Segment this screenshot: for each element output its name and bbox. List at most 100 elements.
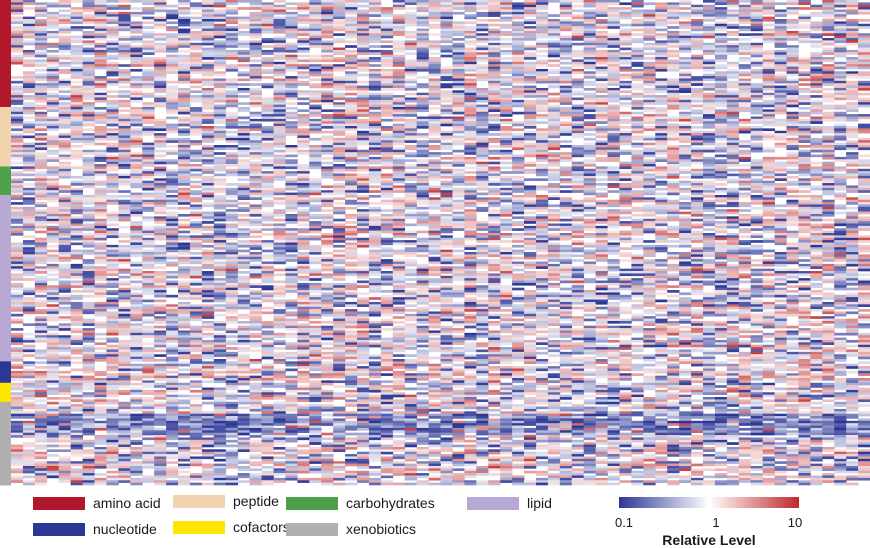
heatmap-cell	[440, 54, 453, 58]
heatmap-cell	[810, 187, 823, 191]
heatmap-cell	[11, 109, 24, 113]
heatmap-cell	[559, 11, 573, 15]
heatmap-cell	[488, 102, 501, 105]
heatmap-cell	[440, 175, 453, 179]
heatmap-cell	[106, 156, 119, 160]
heatmap-cell	[309, 137, 322, 141]
heatmap-cell	[154, 2, 167, 6]
heatmap-row	[11, 178, 870, 181]
heatmap-cell	[655, 202, 668, 205]
heatmap-cell	[22, 123, 36, 127]
heatmap-cell	[702, 97, 716, 101]
heatmap-cell	[750, 126, 764, 129]
heatmap-cell	[142, 49, 155, 53]
heatmap-cell	[679, 106, 692, 110]
heatmap-cell	[858, 147, 870, 151]
heatmap-cell	[273, 0, 286, 3]
heatmap-cell	[452, 111, 465, 115]
heatmap-cell	[356, 197, 370, 201]
heatmap-cell	[392, 149, 406, 153]
heatmap-cell	[130, 111, 143, 115]
heatmap-cell	[309, 92, 322, 96]
heatmap-cell	[738, 154, 752, 158]
heatmap-cell	[524, 199, 537, 203]
heatmap-cell	[476, 52, 489, 55]
heatmap-cell	[213, 85, 227, 89]
heatmap-cell	[547, 26, 561, 29]
heatmap-cell	[535, 166, 549, 170]
heatmap-cell	[368, 130, 382, 134]
heatmap-cell	[249, 111, 262, 115]
heatmap-cell	[691, 159, 704, 162]
heatmap-row	[11, 11, 870, 15]
heatmap-cell	[452, 168, 465, 172]
heatmap-cell	[118, 159, 131, 162]
heatmap-cell	[488, 156, 501, 160]
heatmap-cell	[178, 121, 191, 124]
heatmap-cell	[213, 161, 227, 165]
heatmap-cell	[368, 135, 382, 139]
heatmap-cell	[786, 45, 799, 48]
heatmap-cell	[524, 123, 537, 127]
heatmap-cell	[70, 90, 83, 94]
heatmap-cell	[166, 109, 179, 113]
heatmap-cell	[702, 85, 716, 89]
heatmap-cell	[345, 52, 358, 55]
heatmap-cell	[655, 118, 668, 122]
heatmap-cell	[82, 142, 95, 146]
heatmap-cell	[547, 183, 561, 186]
heatmap-cell	[416, 159, 429, 162]
heatmap-cell	[750, 9, 764, 13]
heatmap-cell	[58, 123, 72, 127]
heatmap-row	[11, 111, 847, 115]
heatmap-cell	[834, 106, 847, 110]
heatmap-cell	[404, 11, 418, 15]
heatmap-cell	[607, 66, 620, 70]
heatmap-cell	[249, 197, 262, 201]
heatmap-cell	[380, 164, 394, 167]
heatmap-cell	[416, 30, 429, 34]
heatmap-cell	[798, 135, 811, 139]
heatmap-cell	[34, 137, 48, 141]
heatmap-cell	[643, 175, 656, 179]
heatmap-cell	[82, 164, 95, 167]
heatmap-cell	[70, 104, 83, 108]
heatmap-cell	[11, 140, 24, 143]
heatmap-cell	[464, 197, 477, 201]
heatmap-cell	[142, 152, 155, 155]
heatmap-cell	[142, 30, 155, 34]
heatmap-cell	[524, 135, 537, 139]
heatmap-cell	[512, 78, 525, 82]
heatmap-cell	[380, 173, 394, 177]
heatmap-cell	[750, 106, 764, 110]
heatmap-cell	[225, 130, 239, 134]
heatmap-cell	[237, 87, 251, 91]
heatmap-cell	[738, 66, 752, 70]
heatmap-cell	[380, 95, 394, 98]
heatmap-cell	[762, 161, 775, 165]
heatmap-cell	[118, 99, 131, 103]
heatmap-cell	[213, 99, 227, 103]
heatmap-cell	[130, 26, 143, 29]
heatmap-cell	[595, 54, 608, 58]
heatmap-cell	[22, 33, 36, 36]
heatmap-cell	[798, 161, 811, 165]
heatmap-cell	[691, 78, 704, 82]
heatmap-cell	[714, 45, 728, 48]
heatmap-cell	[774, 183, 787, 186]
heatmap-cell	[82, 30, 95, 34]
heatmap-cell	[213, 28, 227, 32]
heatmap-cell	[691, 76, 704, 79]
heatmap-cell	[321, 123, 334, 127]
heatmap-cell	[428, 106, 441, 110]
heatmap-cell	[380, 183, 394, 186]
heatmap-cell	[106, 57, 119, 60]
heatmap-cell	[524, 192, 537, 196]
heatmap-cell	[714, 54, 728, 58]
heatmap-cell	[321, 130, 334, 134]
heatmap-cell	[225, 116, 239, 120]
heatmap-cell	[798, 35, 811, 39]
heatmap-cell	[70, 76, 83, 79]
heatmap-cell	[726, 164, 740, 167]
heatmap-cell	[333, 147, 346, 151]
